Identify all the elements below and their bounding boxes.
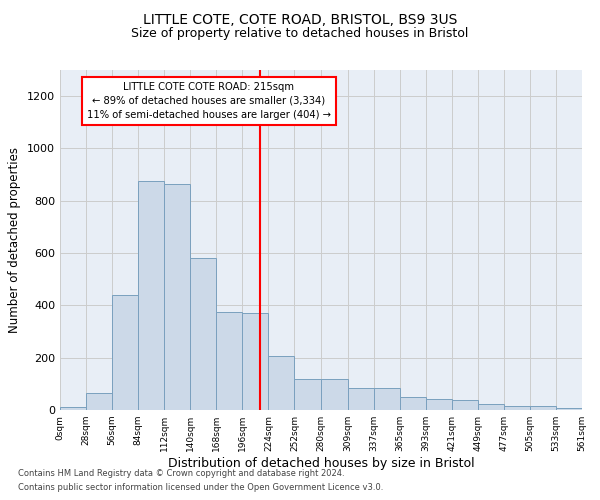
Bar <box>164 184 190 410</box>
Bar <box>138 181 164 410</box>
Bar <box>452 400 478 410</box>
Bar <box>347 388 374 410</box>
Bar <box>425 399 452 410</box>
Bar <box>400 397 425 410</box>
Text: Contains public sector information licensed under the Open Government Licence v3: Contains public sector information licen… <box>18 484 383 492</box>
Text: LITTLE COTE COTE ROAD: 215sqm
← 89% of detached houses are smaller (3,334)
11% o: LITTLE COTE COTE ROAD: 215sqm ← 89% of d… <box>87 82 331 120</box>
Bar <box>530 406 556 410</box>
Bar <box>217 312 242 410</box>
Bar <box>556 408 582 410</box>
Y-axis label: Number of detached properties: Number of detached properties <box>8 147 22 333</box>
Bar <box>86 393 112 410</box>
Text: Size of property relative to detached houses in Bristol: Size of property relative to detached ho… <box>131 28 469 40</box>
Bar <box>268 356 295 410</box>
Bar <box>504 406 530 410</box>
Text: Contains HM Land Registry data © Crown copyright and database right 2024.: Contains HM Land Registry data © Crown c… <box>18 468 344 477</box>
Bar <box>242 313 268 410</box>
Bar <box>478 404 504 410</box>
Bar <box>112 295 138 410</box>
Bar <box>374 388 400 410</box>
Text: LITTLE COTE, COTE ROAD, BRISTOL, BS9 3US: LITTLE COTE, COTE ROAD, BRISTOL, BS9 3US <box>143 12 457 26</box>
Bar <box>295 378 320 410</box>
X-axis label: Distribution of detached houses by size in Bristol: Distribution of detached houses by size … <box>167 457 475 470</box>
Bar <box>60 407 86 410</box>
Bar <box>190 258 217 410</box>
Bar <box>320 378 347 410</box>
